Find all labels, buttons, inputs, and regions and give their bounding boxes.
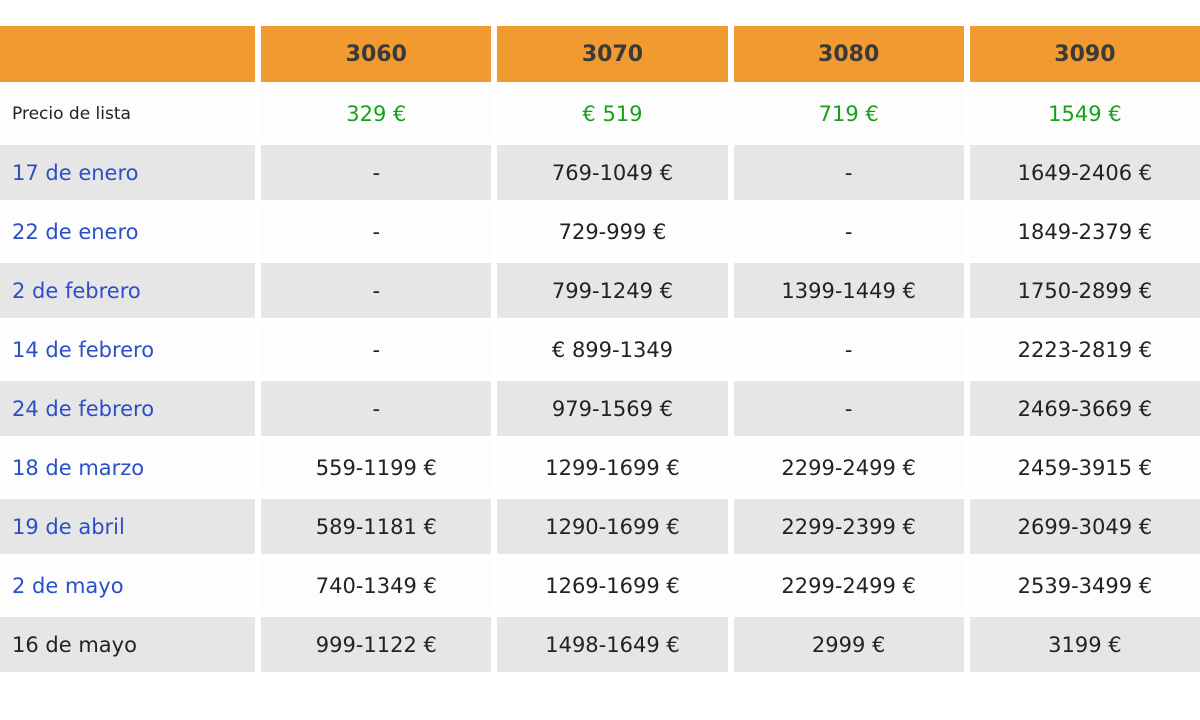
- price-cell: 1649-2406 €: [969, 145, 1200, 200]
- row-date-link[interactable]: 14 de febrero: [0, 322, 256, 377]
- gpu-price-table: 3060 3070 3080 3090 Precio de lista 329 …: [0, 22, 1200, 676]
- price-cell: -: [261, 381, 492, 436]
- price-cell: 1498-1649 €: [497, 617, 728, 672]
- price-cell: -: [733, 381, 964, 436]
- price-cell: 2299-2499 €: [733, 558, 964, 613]
- list-price-cell: € 519: [497, 86, 728, 141]
- header-corner-cell: [0, 26, 256, 82]
- table-row: 19 de abril 589-1181 € 1290-1699 € 2299-…: [0, 499, 1200, 554]
- price-cell: 559-1199 €: [261, 440, 492, 495]
- price-cell: 3199 €: [969, 617, 1200, 672]
- list-price-cell: 719 €: [733, 86, 964, 141]
- row-date-link[interactable]: 18 de marzo: [0, 440, 256, 495]
- price-cell: 1399-1449 €: [733, 263, 964, 318]
- row-date-link[interactable]: 17 de enero: [0, 145, 256, 200]
- row-date-link[interactable]: 2 de febrero: [0, 263, 256, 318]
- price-cell: 2299-2399 €: [733, 499, 964, 554]
- table-row: 14 de febrero - € 899-1349 - 2223-2819 €: [0, 322, 1200, 377]
- price-cell: 1290-1699 €: [497, 499, 728, 554]
- price-cell: 1750-2899 €: [969, 263, 1200, 318]
- list-price-cell: 329 €: [261, 86, 492, 141]
- price-cell: 2539-3499 €: [969, 558, 1200, 613]
- table-row: 22 de enero - 729-999 € - 1849-2379 €: [0, 204, 1200, 259]
- price-cell: -: [733, 145, 964, 200]
- row-date-link[interactable]: 22 de enero: [0, 204, 256, 259]
- table-row: 16 de mayo 999-1122 € 1498-1649 € 2999 €…: [0, 617, 1200, 672]
- price-cell: 769-1049 €: [497, 145, 728, 200]
- table-row: 17 de enero - 769-1049 € - 1649-2406 €: [0, 145, 1200, 200]
- price-cell: 999-1122 €: [261, 617, 492, 672]
- price-cell: 2999 €: [733, 617, 964, 672]
- table-row: 18 de marzo 559-1199 € 1299-1699 € 2299-…: [0, 440, 1200, 495]
- table-row: 2 de mayo 740-1349 € 1269-1699 € 2299-24…: [0, 558, 1200, 613]
- price-cell: 2699-3049 €: [969, 499, 1200, 554]
- price-cell: 740-1349 €: [261, 558, 492, 613]
- price-table-container: 3060 3070 3080 3090 Precio de lista 329 …: [0, 22, 1200, 676]
- price-cell: 2459-3915 €: [969, 440, 1200, 495]
- list-price-row: Precio de lista 329 € € 519 719 € 1549 €: [0, 86, 1200, 141]
- price-cell: 2469-3669 €: [969, 381, 1200, 436]
- price-cell: -: [261, 145, 492, 200]
- price-cell: 589-1181 €: [261, 499, 492, 554]
- price-cell: -: [733, 322, 964, 377]
- column-header-3060: 3060: [261, 26, 492, 82]
- price-cell: 2299-2499 €: [733, 440, 964, 495]
- column-header-3090: 3090: [969, 26, 1200, 82]
- price-cell: 1299-1699 €: [497, 440, 728, 495]
- table-row: 2 de febrero - 799-1249 € 1399-1449 € 17…: [0, 263, 1200, 318]
- price-cell: -: [261, 204, 492, 259]
- table-row: 24 de febrero - 979-1569 € - 2469-3669 €: [0, 381, 1200, 436]
- price-cell: 729-999 €: [497, 204, 728, 259]
- price-cell: 1269-1699 €: [497, 558, 728, 613]
- row-date-link[interactable]: 24 de febrero: [0, 381, 256, 436]
- price-cell: -: [261, 322, 492, 377]
- price-cell: 979-1569 €: [497, 381, 728, 436]
- row-date-link[interactable]: 2 de mayo: [0, 558, 256, 613]
- price-cell: € 899-1349: [497, 322, 728, 377]
- column-header-3070: 3070: [497, 26, 728, 82]
- row-date-label: 16 de mayo: [0, 617, 256, 672]
- list-price-label: Precio de lista: [0, 86, 256, 141]
- price-cell: -: [733, 204, 964, 259]
- price-cell: 2223-2819 €: [969, 322, 1200, 377]
- list-price-cell: 1549 €: [969, 86, 1200, 141]
- price-cell: 799-1249 €: [497, 263, 728, 318]
- header-row: 3060 3070 3080 3090: [0, 26, 1200, 82]
- row-date-link[interactable]: 19 de abril: [0, 499, 256, 554]
- price-cell: 1849-2379 €: [969, 204, 1200, 259]
- column-header-3080: 3080: [733, 26, 964, 82]
- price-cell: -: [261, 263, 492, 318]
